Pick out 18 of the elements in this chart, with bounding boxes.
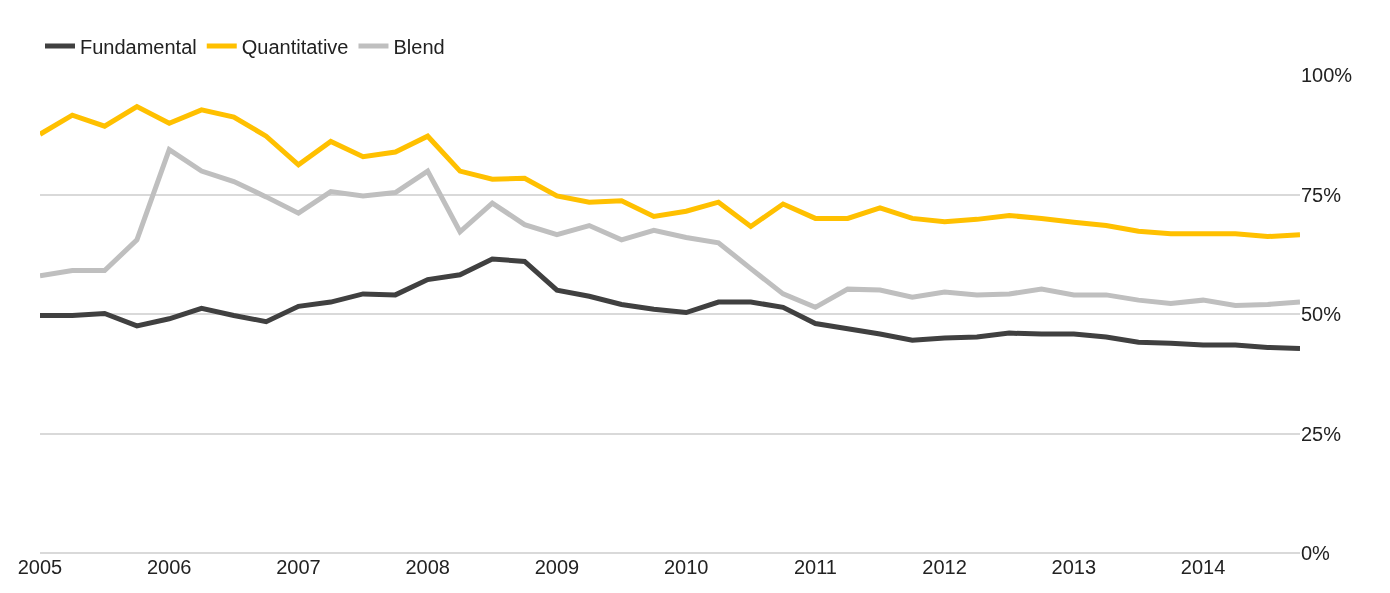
x-tick-label: 2005 [17, 556, 63, 578]
y-tick-label: 50% [1301, 303, 1342, 325]
y-tick-label: 75% [1301, 183, 1342, 206]
y-tick-label: 0% [1301, 542, 1331, 564]
y-tick-label: 100% [1301, 64, 1353, 86]
x-tick-label: 2014 [1180, 556, 1226, 578]
legend-label: Blend [393, 35, 445, 58]
x-tick-label: 2008 [405, 556, 450, 578]
legend-label: Fundamental [80, 35, 197, 58]
x-tick-label: 2009 [534, 556, 580, 578]
x-tick-label: 2006 [146, 556, 192, 578]
legend-label: Quantitative [241, 35, 349, 58]
x-tick-label: 2012 [922, 556, 967, 578]
x-tick-label: 2013 [1051, 556, 1097, 578]
x-tick-label: 2010 [663, 556, 709, 578]
x-tick-label: 2011 [793, 556, 837, 578]
y-tick-label: 25% [1301, 422, 1342, 445]
x-tick-label: 2007 [276, 556, 321, 578]
